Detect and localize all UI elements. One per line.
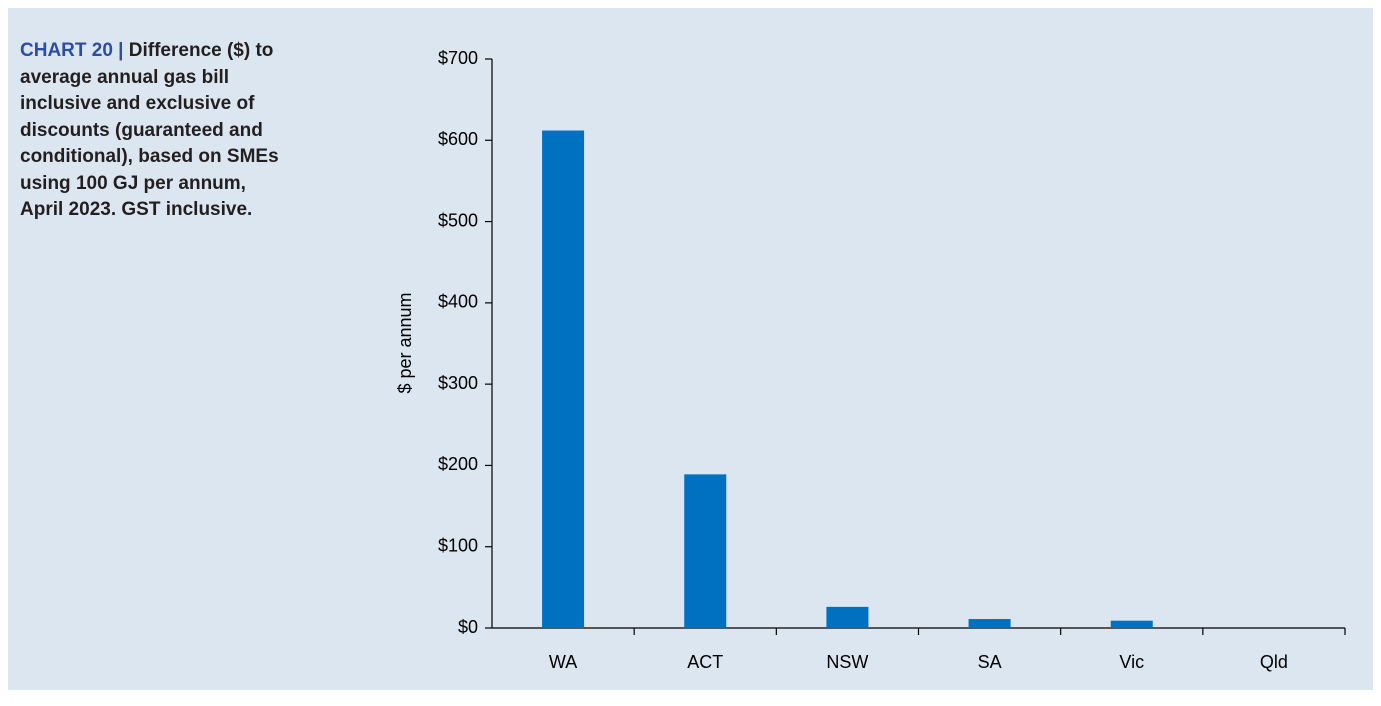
y-tick-label: $700	[438, 48, 478, 68]
x-tick-label: Qld	[1260, 652, 1288, 672]
chart-title-text: Difference ($) to average annual gas bil…	[20, 40, 279, 220]
chart-title: CHART 20 | Difference ($) to average ann…	[20, 38, 288, 224]
x-tick-label: WA	[549, 652, 577, 672]
y-tick-label: $0	[458, 617, 478, 637]
chart-label: CHART 20 |	[20, 40, 124, 61]
y-tick-label: $600	[438, 129, 478, 149]
y-tick-label: $500	[438, 210, 478, 230]
y-tick-label: $200	[438, 454, 478, 474]
x-tick-label: NSW	[826, 652, 868, 672]
y-axis-label: $ per annum	[395, 292, 415, 393]
y-tick-label: $100	[438, 535, 478, 555]
bar	[826, 606, 869, 628]
bar	[542, 130, 585, 628]
bar	[968, 619, 1011, 628]
x-tick-label: Vic	[1119, 652, 1144, 672]
bar	[684, 474, 727, 628]
x-tick-label: ACT	[687, 652, 723, 672]
bar	[1110, 620, 1153, 628]
y-tick-label: $400	[438, 292, 478, 312]
y-tick-label: $300	[438, 373, 478, 393]
x-tick-label: SA	[978, 652, 1002, 672]
